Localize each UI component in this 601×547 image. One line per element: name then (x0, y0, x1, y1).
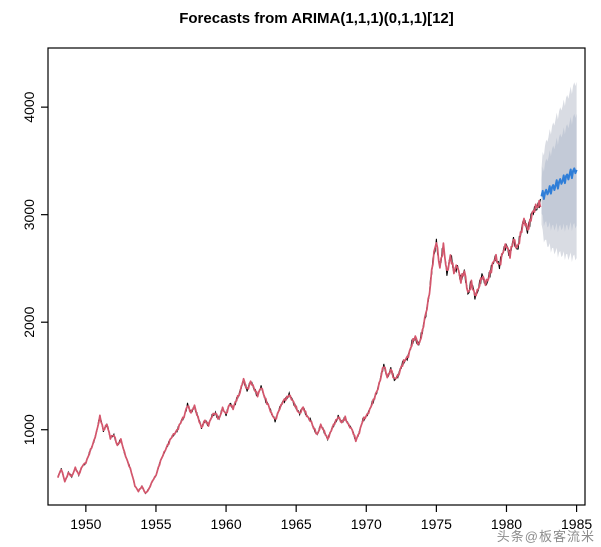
x-tick-label: 1960 (210, 516, 241, 532)
forecast-line (540, 167, 578, 200)
x-tick-label: 1970 (351, 516, 382, 532)
x-tick-label: 1965 (281, 516, 312, 532)
observed-line (57, 198, 541, 495)
y-tick-label: 3000 (21, 199, 37, 230)
x-tick-label: 1950 (70, 516, 101, 532)
confidence-interval-bands (541, 81, 577, 263)
y-tick-label: 4000 (21, 91, 37, 122)
x-tick-label: 1980 (491, 516, 522, 532)
x-tick-label: 1955 (140, 516, 171, 532)
ci-80-band (541, 113, 577, 233)
x-tick-label: 1975 (421, 516, 452, 532)
watermark-text: 头条@板客流米 (496, 529, 595, 544)
fitted-line (57, 199, 542, 494)
y-tick-label: 2000 (21, 306, 37, 337)
x-tick-label: 1985 (561, 516, 592, 532)
chart-title: Forecasts from ARIMA(1,1,1)(0,1,1)[12] (179, 10, 454, 27)
series-lines (57, 167, 578, 495)
axes: 1950 1955 1960 1965 1970 1975 1980 1985 1000 2000… (21, 47, 592, 532)
y-tick-label: 1000 (21, 414, 37, 445)
plot-border (47, 47, 586, 506)
